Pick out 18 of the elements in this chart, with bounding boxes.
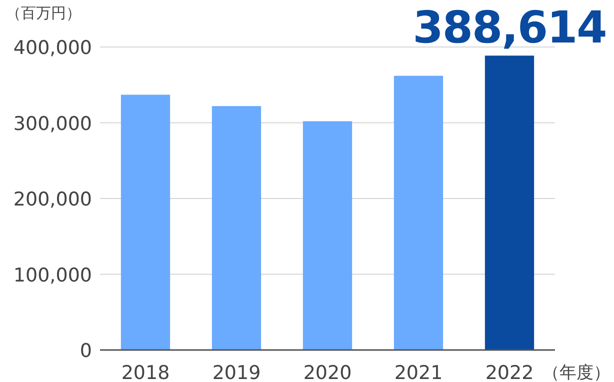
x-tick-label: 2018 [121,362,170,382]
bar [484,56,534,350]
y-tick-label: 400,000 [13,37,92,59]
data-label: 388,614 [412,2,606,54]
y-tick-label: 300,000 [13,112,92,135]
x-axis-title: （年度） [542,363,610,382]
bar [212,106,262,350]
y-tick-label: 0 [80,340,92,362]
x-tick-label: 2022 [485,362,534,382]
x-tick-label: 2019 [212,362,261,382]
x-tick-label: 2020 [303,362,352,382]
y-tick-label: 200,000 [13,188,92,210]
bar [394,76,444,350]
y-axis-title: （百万円） [6,4,81,22]
bar [120,94,170,350]
x-tick-label: 2021 [394,362,443,382]
bar [302,121,352,350]
y-tick-label: 100,000 [13,264,92,286]
